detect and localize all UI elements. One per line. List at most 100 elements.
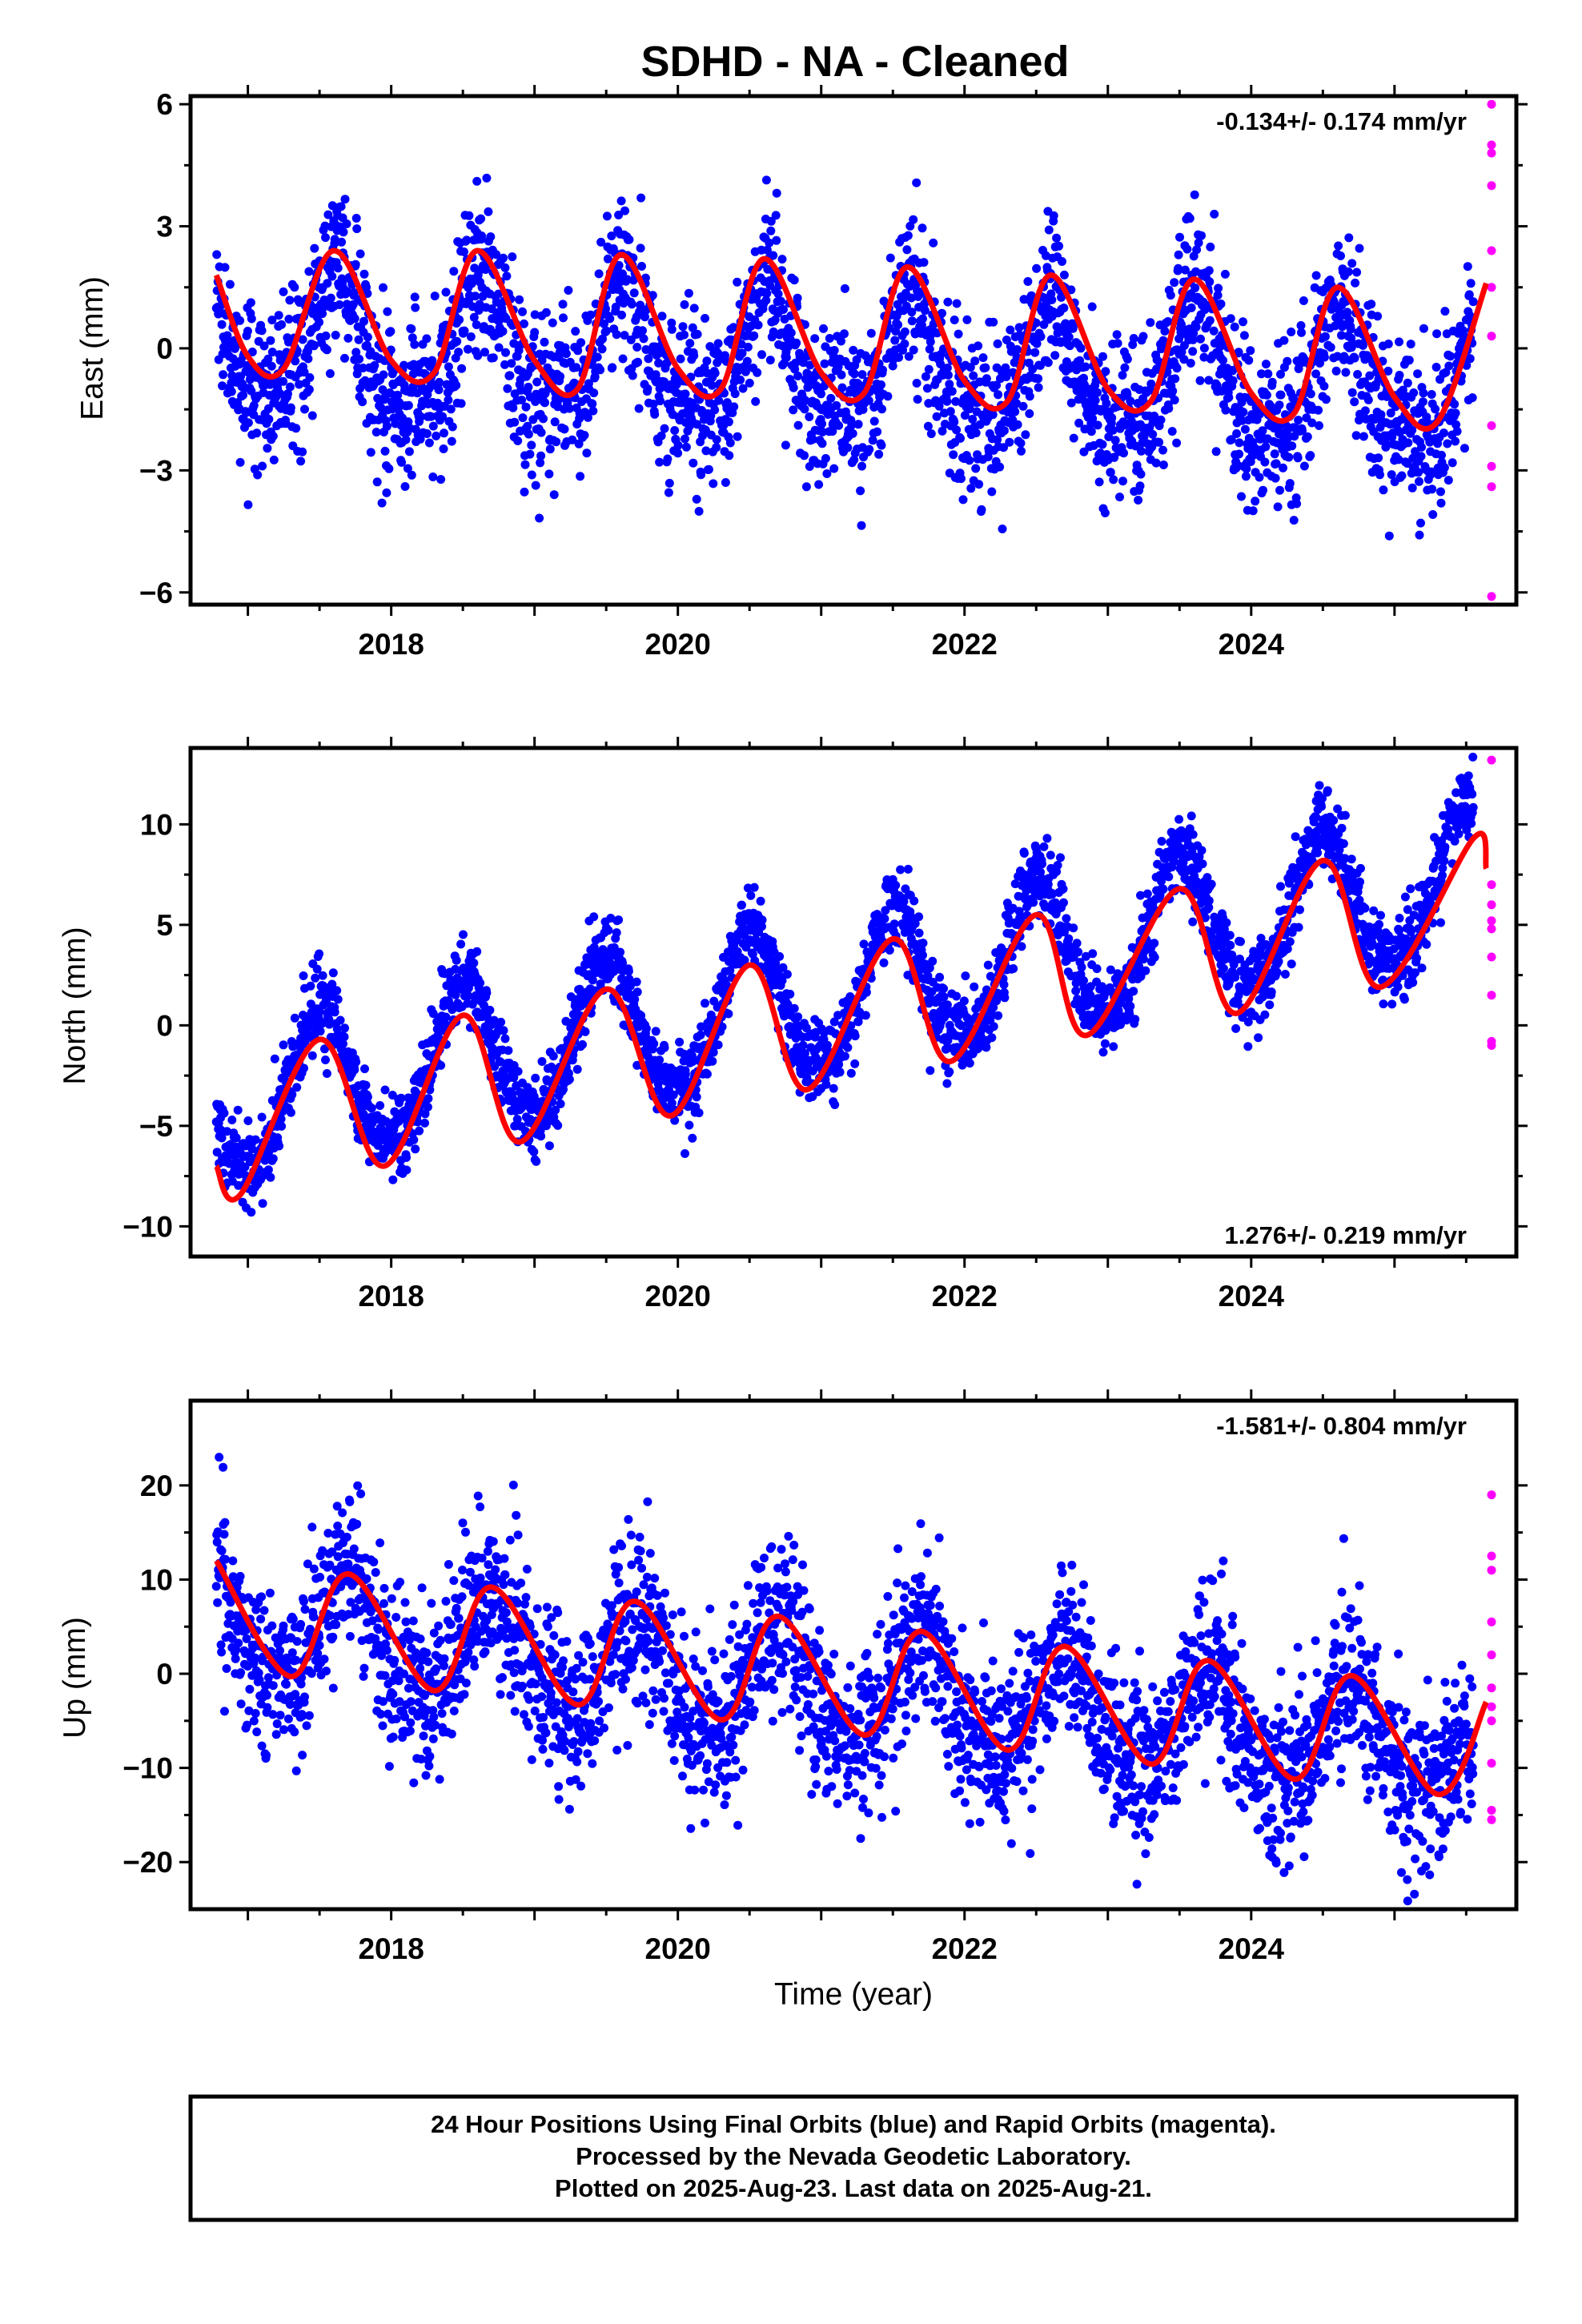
final-orbit-point [746,891,756,900]
final-orbit-point [701,999,709,1008]
final-orbit-point [1409,388,1419,397]
final-orbit-point [524,382,533,392]
final-orbit-point [263,444,272,453]
final-orbit-point [455,315,464,324]
final-orbit-point [218,381,227,391]
final-orbit-point [480,348,489,357]
final-orbit-point [1279,463,1287,472]
final-orbit-point [462,235,472,245]
final-orbit-point [268,1154,278,1164]
final-orbit-point [476,214,486,223]
final-orbit-point [432,431,441,440]
final-orbit-point [1413,369,1423,379]
final-orbit-point [922,384,932,393]
final-orbit-point [907,316,917,326]
final-orbit-point [821,1080,831,1089]
final-orbit-point [292,1083,302,1092]
rapid-orbit-point [1487,592,1496,601]
final-orbit-point [447,436,456,446]
final-orbit-point [1163,317,1173,326]
final-orbit-point [286,403,295,412]
final-orbit-point [633,357,643,367]
final-orbit-point [1267,377,1277,387]
final-orbit-point [789,275,799,285]
final-orbit-point [404,400,413,410]
final-orbit-point [994,1011,1003,1020]
final-orbit-point [1213,291,1223,300]
final-orbit-point [725,451,734,460]
final-orbit-point [692,494,701,504]
final-orbit-point [999,980,1009,989]
final-orbit-point [808,435,817,444]
final-orbit-point [965,1059,974,1068]
final-orbit-point [407,470,416,480]
final-orbit-point [604,926,613,935]
final-orbit-point [904,352,913,361]
final-orbit-point [330,235,339,244]
final-orbit-point [1297,328,1306,337]
final-orbit-point [952,425,962,435]
final-orbit-point [540,398,549,408]
final-orbit-point [694,1108,704,1118]
final-orbit-point [1299,461,1309,471]
final-orbit-point [925,344,934,354]
final-orbit-point [311,973,320,983]
final-orbit-point [1049,211,1058,220]
final-orbit-point [504,1046,513,1055]
final-orbit-point [864,396,873,405]
final-orbit-point [918,314,927,324]
final-orbit-point [1032,339,1042,348]
final-orbit-point [321,233,330,243]
final-orbit-point [1160,327,1170,336]
final-orbit-point [269,455,279,464]
final-orbit-point [1059,304,1069,312]
final-orbit-point [536,458,545,468]
final-orbit-point [782,970,792,979]
final-orbit-point [1088,414,1098,424]
final-orbit-point [527,470,536,480]
final-orbit-point [640,312,649,322]
final-orbit-point [1079,373,1088,383]
final-orbit-point [1407,483,1417,493]
final-orbit-point [1190,190,1199,199]
final-orbit-point [1030,348,1040,357]
final-orbit-point [545,444,555,454]
final-orbit-point [536,1132,546,1141]
final-orbit-point [1023,277,1033,286]
final-orbit-point [420,1118,429,1128]
final-orbit-point [1227,435,1236,444]
final-orbit-point [1299,296,1308,305]
final-orbit-point [548,318,557,328]
final-orbit-point [1119,448,1128,458]
final-orbit-point [552,437,561,447]
final-orbit-point [903,864,913,874]
final-orbit-point [1109,475,1118,485]
final-orbit-point [518,307,527,316]
final-orbit-point [1459,331,1468,340]
final-orbit-point [1298,426,1307,436]
rapid-orbit-point [1487,482,1496,492]
final-orbit-point [692,1092,701,1102]
final-orbit-point [1234,348,1243,357]
final-orbit-point [469,312,479,322]
final-orbit-point [738,384,748,393]
final-orbit-point [247,1208,256,1217]
final-orbit-point [880,914,889,923]
final-orbit-point [730,389,740,399]
final-orbit-point [651,1027,661,1036]
final-orbit-point [588,399,597,408]
final-orbit-point [1398,385,1407,395]
final-orbit-point [773,289,783,299]
final-orbit-point [1363,395,1373,404]
final-orbit-point [1191,322,1201,332]
final-orbit-point [561,349,571,359]
final-orbit-point [1146,318,1155,328]
x-tick-label: 2022 [932,628,998,661]
final-orbit-point [1311,369,1321,379]
final-orbit-point [1151,458,1161,468]
final-orbit-point [1446,352,1456,361]
final-orbit-point [351,348,361,357]
final-orbit-point [500,263,510,272]
plot-area-north [211,752,1496,1217]
final-orbit-point [951,396,961,406]
